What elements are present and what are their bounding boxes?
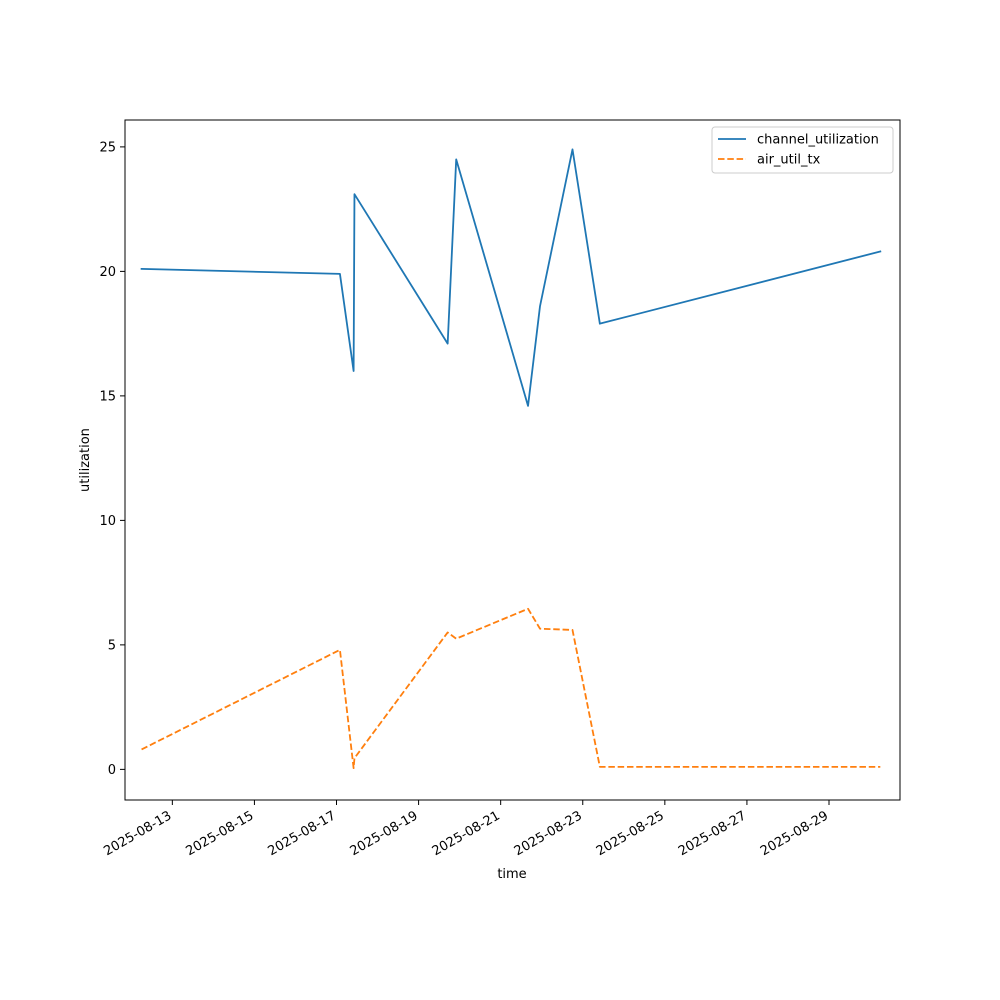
series-channel_utilization bbox=[140, 148, 882, 407]
data-point bbox=[352, 767, 355, 770]
data-point bbox=[571, 628, 574, 631]
y-tick-label: 25 bbox=[99, 140, 116, 155]
data-point bbox=[539, 627, 542, 630]
y-axis-label: utilization bbox=[78, 428, 93, 492]
data-point bbox=[353, 757, 356, 760]
y-tick-label: 10 bbox=[99, 514, 116, 529]
data-point bbox=[598, 322, 601, 325]
series-air_util_tx bbox=[140, 607, 882, 770]
data-point bbox=[140, 267, 143, 270]
data-point bbox=[539, 305, 542, 308]
y-tick-label: 5 bbox=[108, 638, 116, 653]
series-line-air_util_tx bbox=[141, 607, 881, 770]
y-tick-label: 0 bbox=[108, 763, 116, 778]
data-point bbox=[446, 342, 449, 345]
y-tick-label: 15 bbox=[99, 389, 116, 404]
plot-frame bbox=[124, 119, 901, 801]
legend-label-channel_utilization: channel_utilization bbox=[757, 133, 879, 148]
data-point bbox=[352, 369, 355, 372]
data-point bbox=[140, 748, 143, 751]
x-axis-label: time bbox=[497, 867, 526, 882]
data-point bbox=[527, 607, 530, 610]
series-layer bbox=[140, 148, 882, 770]
data-point bbox=[446, 631, 449, 634]
legend-box bbox=[711, 126, 894, 174]
data-point bbox=[455, 637, 458, 640]
data-point bbox=[338, 272, 341, 275]
data-point bbox=[527, 404, 530, 407]
y-tick-label: 20 bbox=[99, 265, 116, 280]
data-point bbox=[353, 193, 356, 196]
series-line-channel_utilization bbox=[140, 148, 882, 407]
y-axis: 0 5 10 15 20 25 bbox=[99, 140, 125, 778]
data-point bbox=[455, 158, 458, 161]
legend-label-air_util_tx: air_util_tx bbox=[757, 153, 821, 168]
data-point bbox=[598, 765, 601, 768]
data-point bbox=[879, 765, 882, 768]
data-point bbox=[338, 648, 341, 651]
data-point bbox=[879, 250, 882, 253]
legend: channel_utilization air_util_tx bbox=[711, 126, 894, 174]
data-point bbox=[571, 148, 574, 151]
